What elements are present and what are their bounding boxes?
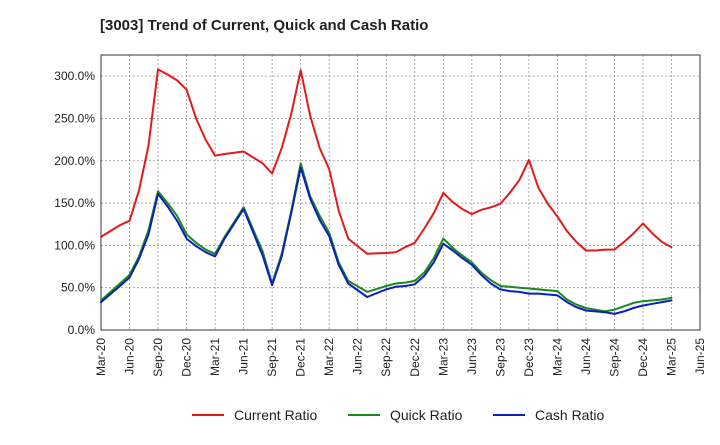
y-tick-label: 250.0% <box>54 111 95 125</box>
x-tick-label: Dec-20 <box>180 338 194 377</box>
y-tick-label: 0.0% <box>68 323 96 337</box>
x-tick-label: Sep-23 <box>493 338 507 377</box>
x-tick-label: Mar-23 <box>436 338 450 376</box>
x-tick-label: Jun-23 <box>465 338 479 375</box>
series-line-cash-ratio <box>100 166 673 315</box>
y-tick-label: 150.0% <box>54 196 95 210</box>
plot-frame <box>100 54 701 331</box>
x-tick-label: Jun-25 <box>693 338 707 375</box>
legend: Current Ratio Quick Ratio Cash Ratio <box>192 407 604 423</box>
chart-title: [3003] Trend of Current, Quick and Cash … <box>100 17 428 34</box>
y-tick-label: 200.0% <box>54 154 95 168</box>
legend-item-current-ratio: Current Ratio <box>192 407 317 423</box>
x-tick-label: Jun-22 <box>351 338 365 375</box>
x-tick-label: Mar-24 <box>550 338 564 376</box>
x-tick-label: Sep-21 <box>265 338 279 377</box>
x-tick-label: Dec-24 <box>636 338 650 377</box>
legend-label: Current Ratio <box>234 407 317 423</box>
x-tick-label: Sep-20 <box>151 338 165 377</box>
x-tick-label: Sep-24 <box>607 338 621 377</box>
x-tick-label: Jun-24 <box>579 338 593 375</box>
legend-item-quick-ratio: Quick Ratio <box>348 407 463 423</box>
series-line-current-ratio <box>100 68 673 255</box>
x-tick-label: Mar-20 <box>94 338 108 376</box>
grid-layer <box>100 55 701 331</box>
legend-label: Cash Ratio <box>535 407 604 423</box>
x-tick-label: Dec-21 <box>294 338 308 377</box>
y-tick-label: 50.0% <box>61 281 95 295</box>
x-tick-label: Dec-22 <box>408 338 422 377</box>
x-tick-label: Sep-22 <box>379 338 393 377</box>
x-tick-label: Jun-21 <box>237 338 251 375</box>
y-tick-label: 300.0% <box>54 69 95 83</box>
y-tick-label: 100.0% <box>54 238 95 252</box>
axis-layer: 0.0% 50.0% 100.0% 150.0% 200.0% 250.0% 300.0% M… <box>54 54 707 377</box>
series-line-quick-ratio <box>100 162 673 313</box>
x-tick-label: Dec-23 <box>522 338 536 377</box>
x-tick-label: Mar-22 <box>322 338 336 376</box>
legend-label: Quick Ratio <box>390 407 463 423</box>
series-layer <box>100 68 673 315</box>
x-tick-label: Jun-20 <box>123 338 137 375</box>
x-tick-label: Mar-21 <box>208 338 222 376</box>
legend-item-cash-ratio: Cash Ratio <box>493 407 604 423</box>
x-tick-label: Mar-25 <box>664 338 678 376</box>
